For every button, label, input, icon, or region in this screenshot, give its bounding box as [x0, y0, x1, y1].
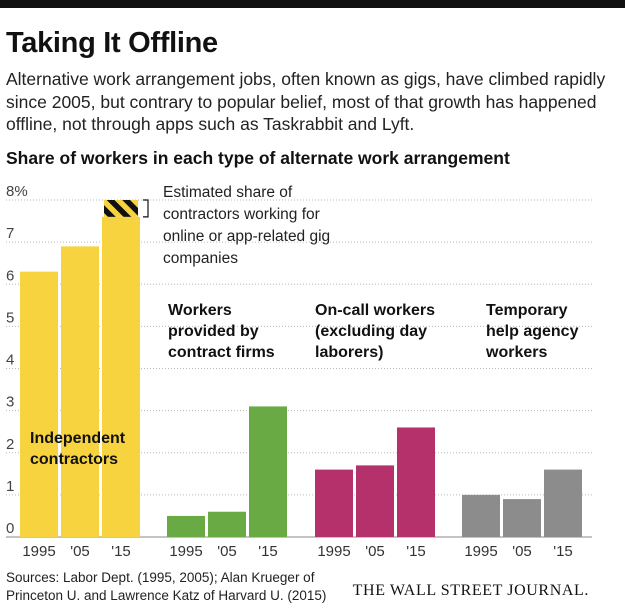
- bar: [544, 469, 582, 537]
- annotation-text: contractors working for: [163, 206, 320, 223]
- y-tick-label: 5: [6, 309, 14, 326]
- annotation-text: companies: [163, 250, 238, 267]
- chart-heading: Share of workers in each type of alterna…: [6, 148, 510, 168]
- bar: [208, 511, 246, 537]
- bar: [356, 465, 394, 537]
- y-tick-label: 7: [6, 225, 14, 242]
- group-label: Independent: [30, 430, 126, 447]
- x-tick-label: 1995: [464, 543, 497, 560]
- group-label: help agency: [486, 323, 579, 340]
- annotation-text: online or app-related gig: [163, 228, 330, 245]
- y-tick-label: 2: [6, 436, 14, 453]
- group-label: (excluding day: [315, 323, 427, 340]
- x-tick-label: '05: [217, 543, 237, 560]
- publisher-logo: THE WALL STREET JOURNAL.: [352, 582, 589, 599]
- source-note: Sources: Labor Dept. (1995, 2005); Alan …: [6, 570, 327, 603]
- x-tick-label: '15: [406, 543, 426, 560]
- bar: [102, 216, 140, 537]
- chart-subtitle: Alternative work arrangement jobs, often…: [6, 69, 606, 134]
- group-label: contractors: [30, 451, 118, 468]
- bar: [462, 494, 500, 537]
- bar: [503, 499, 541, 537]
- annotation-text: Estimated share of: [163, 184, 293, 201]
- group-label: contract firms: [168, 344, 275, 361]
- x-tick-label: '15: [258, 543, 278, 560]
- bar: [20, 271, 58, 537]
- x-tick-label: '15: [553, 543, 573, 560]
- bar: [397, 427, 435, 537]
- annotation-bracket: [143, 199, 149, 218]
- bar: [249, 406, 287, 537]
- group-label: laborers): [315, 344, 383, 361]
- x-tick-label: 1995: [317, 543, 350, 560]
- y-tick-label: 8%: [6, 183, 28, 200]
- y-tick-label: 4: [6, 352, 14, 369]
- group-label: provided by: [168, 323, 259, 340]
- x-tick-label: '15: [111, 543, 131, 560]
- x-tick-label: '05: [365, 543, 385, 560]
- bar: [61, 246, 99, 537]
- x-tick-label: '05: [70, 543, 90, 560]
- top-rule: [0, 0, 625, 8]
- y-tick-label: 3: [6, 394, 14, 411]
- chart-title: Taking It Offline: [6, 27, 218, 59]
- online-share-segment: [104, 200, 138, 217]
- x-tick-label: 1995: [169, 543, 202, 560]
- group-label: Temporary: [486, 302, 568, 319]
- x-tick-label: '05: [512, 543, 532, 560]
- y-tick-label: 0: [6, 520, 14, 537]
- y-tick-label: 1: [6, 478, 14, 495]
- group-label: workers: [485, 344, 547, 361]
- group-label: Workers: [168, 302, 232, 319]
- y-tick-label: 6: [6, 267, 14, 284]
- bar: [315, 469, 353, 537]
- bar: [167, 515, 205, 537]
- group-label: On-call workers: [315, 302, 435, 319]
- x-tick-label: 1995: [22, 543, 55, 560]
